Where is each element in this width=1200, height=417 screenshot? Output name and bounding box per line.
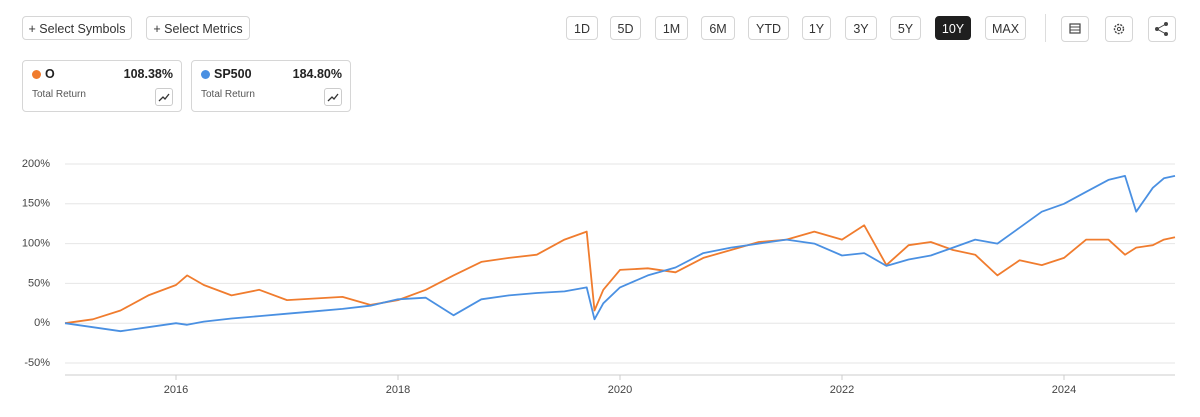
range-button[interactable]: 1D (566, 16, 598, 40)
legend-dot (201, 70, 210, 79)
total-return: 184.80% (292, 67, 342, 81)
range-button[interactable]: 6M (701, 16, 735, 40)
legend-symbol: SP500 (214, 67, 252, 81)
range-button[interactable]: 10Y (935, 16, 971, 40)
select-button[interactable]: + Select Symbols (22, 16, 132, 40)
settings-glyph (1113, 23, 1125, 35)
x-tick-label: 2022 (830, 384, 854, 396)
chart-icon[interactable] (324, 88, 342, 106)
metric-label: Total Return (32, 89, 86, 100)
series-line (64, 224, 1176, 325)
x-tick-label: 2018 (386, 384, 410, 396)
legend-dot (32, 70, 41, 79)
legend-card[interactable]: SP500 184.80% Total Return (191, 60, 351, 112)
y-tick-label: 100% (22, 237, 50, 249)
settings-icon[interactable] (1105, 16, 1133, 42)
range-button[interactable]: 1M (655, 16, 688, 40)
range-button[interactable]: 5D (610, 16, 641, 40)
total-return: 108.38% (123, 67, 173, 81)
series-line (64, 175, 1176, 333)
metric-label: Total Return (201, 89, 255, 100)
trend-glyph (327, 93, 339, 102)
x-tick-label: 2020 (608, 384, 632, 396)
y-tick-label: -50% (24, 357, 50, 369)
y-tick-label: 200% (22, 158, 50, 170)
range-button[interactable]: 5Y (890, 16, 921, 40)
share-glyph (1155, 22, 1168, 36)
chart-icon[interactable] (155, 88, 173, 106)
x-tick-label: 2024 (1052, 384, 1076, 396)
table-glyph (1069, 23, 1081, 34)
legend-card[interactable]: O 108.38% Total Return (22, 60, 182, 112)
range-button[interactable]: 3Y (845, 16, 877, 40)
table-icon[interactable] (1061, 16, 1089, 42)
share-icon[interactable] (1148, 16, 1176, 42)
y-tick-label: 50% (28, 277, 50, 289)
divider (1045, 14, 1046, 42)
y-tick-label: 0% (34, 317, 50, 329)
legend-symbol: O (45, 67, 55, 81)
trend-glyph (158, 93, 170, 102)
range-button[interactable]: YTD (748, 16, 789, 40)
x-tick-label: 2016 (164, 384, 188, 396)
y-tick-label: 150% (22, 198, 50, 210)
range-button[interactable]: 1Y (802, 16, 831, 40)
range-button[interactable]: MAX (985, 16, 1026, 40)
select-button[interactable]: + Select Metrics (146, 16, 250, 40)
